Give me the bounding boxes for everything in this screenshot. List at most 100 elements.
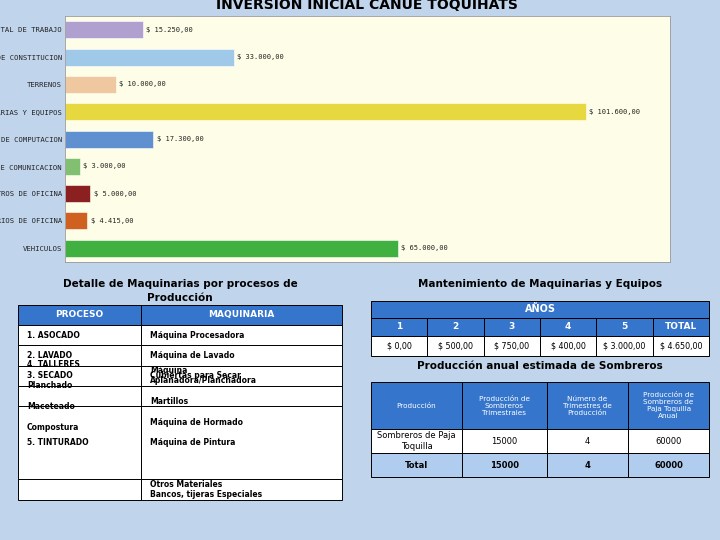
Text: $ 15.250,00: $ 15.250,00 xyxy=(146,27,193,33)
Text: Producción: Producción xyxy=(397,403,436,409)
Bar xyxy=(462,429,546,453)
Bar xyxy=(596,335,653,355)
Bar xyxy=(141,480,342,500)
Text: Máquina de Lavado: Máquina de Lavado xyxy=(150,351,235,360)
Bar xyxy=(484,335,540,355)
Bar xyxy=(18,480,141,500)
Bar xyxy=(546,453,628,477)
Text: $ 400,00: $ 400,00 xyxy=(551,341,585,350)
Text: 4: 4 xyxy=(585,437,590,445)
Bar xyxy=(18,406,141,480)
Bar xyxy=(65,158,80,175)
Text: Producción: Producción xyxy=(147,293,213,303)
Text: 4: 4 xyxy=(585,461,590,470)
Bar xyxy=(628,453,709,477)
Text: $ 4.650,00: $ 4.650,00 xyxy=(660,341,702,350)
Text: Máquina Procesadora: Máquina Procesadora xyxy=(150,330,245,340)
Bar xyxy=(141,386,342,406)
Bar xyxy=(65,22,143,38)
Bar xyxy=(18,325,141,346)
Text: Otros Materiales
Bancos, tijeras Especiales: Otros Materiales Bancos, tijeras Especia… xyxy=(150,480,262,500)
Bar xyxy=(628,382,709,429)
Bar xyxy=(484,318,540,335)
Bar xyxy=(371,429,462,453)
Bar xyxy=(65,185,91,202)
Bar xyxy=(141,406,342,480)
Bar xyxy=(65,49,234,66)
Bar xyxy=(65,131,153,147)
Text: $ 0,00: $ 0,00 xyxy=(387,341,411,350)
Text: 2: 2 xyxy=(452,322,459,332)
Title: INVERSION INICIAL CANUE TOQUIHATS: INVERSION INICIAL CANUE TOQUIHATS xyxy=(216,0,518,12)
Text: 4: 4 xyxy=(565,322,572,332)
Text: 60000: 60000 xyxy=(654,461,683,470)
Text: Producción de
Sombreros de
Paja Toquilla
Anual: Producción de Sombreros de Paja Toquilla… xyxy=(643,392,694,419)
Text: $ 33.000,00: $ 33.000,00 xyxy=(237,54,284,60)
Text: Total: Total xyxy=(405,461,428,470)
Text: PROCESO: PROCESO xyxy=(55,310,104,320)
Bar xyxy=(546,382,628,429)
Bar xyxy=(427,318,484,335)
Bar xyxy=(371,318,427,335)
Text: $ 4.415,00: $ 4.415,00 xyxy=(91,218,133,224)
Text: 1: 1 xyxy=(396,322,402,332)
Text: $ 750,00: $ 750,00 xyxy=(494,341,529,350)
Text: 15000: 15000 xyxy=(490,461,519,470)
Text: MAQUINARIA: MAQUINARIA xyxy=(208,310,275,320)
Bar xyxy=(462,382,546,429)
Bar xyxy=(65,212,87,230)
Text: $ 10.000,00: $ 10.000,00 xyxy=(119,82,166,87)
Bar xyxy=(371,301,709,318)
Text: Mantenimiento de Maquinarias y Equipos: Mantenimiento de Maquinarias y Equipos xyxy=(418,279,662,289)
Text: $ 500,00: $ 500,00 xyxy=(438,341,473,350)
Bar xyxy=(18,305,141,325)
Text: 60000: 60000 xyxy=(655,437,682,445)
Text: Producción de
Sombreros
Trimestrales: Producción de Sombreros Trimestrales xyxy=(479,396,530,416)
Text: Máquina
Aplanadora/Planchadora

Martillos

Máquina de Hormado: Máquina Aplanadora/Planchadora Martillos… xyxy=(150,366,257,427)
Text: $ 101.600,00: $ 101.600,00 xyxy=(589,109,639,115)
Text: 4. TALLERES

Planchado

Maceteado

Compostura: 4. TALLERES Planchado Maceteado Compostu… xyxy=(27,360,80,432)
Bar xyxy=(540,318,596,335)
Text: Sombreros de Paja
Toquilla: Sombreros de Paja Toquilla xyxy=(377,431,456,451)
Text: 1. ASOCADO: 1. ASOCADO xyxy=(27,330,80,340)
Text: 15000: 15000 xyxy=(491,437,518,445)
Text: $ 5.000,00: $ 5.000,00 xyxy=(94,191,136,197)
Bar xyxy=(65,240,398,256)
Bar xyxy=(371,453,462,477)
Bar xyxy=(141,366,342,386)
Text: Producción anual estimada de Sombreros: Producción anual estimada de Sombreros xyxy=(417,361,663,371)
Bar xyxy=(65,76,116,93)
Text: Máquina de Pintura: Máquina de Pintura xyxy=(150,438,235,447)
Bar xyxy=(141,346,342,366)
Text: Detalle de Maquinarias por procesos de: Detalle de Maquinarias por procesos de xyxy=(63,279,297,289)
Bar xyxy=(18,366,141,386)
Bar xyxy=(141,305,342,325)
Bar xyxy=(596,318,653,335)
Bar xyxy=(462,453,546,477)
Bar xyxy=(653,335,709,355)
Text: TOTAL: TOTAL xyxy=(665,322,697,332)
Text: $ 3.000,00: $ 3.000,00 xyxy=(603,341,646,350)
Text: Número de
Trimestres de
Producción: Número de Trimestres de Producción xyxy=(563,396,612,416)
Text: Cubiertas para Secar: Cubiertas para Secar xyxy=(150,372,241,380)
Bar xyxy=(628,429,709,453)
Bar xyxy=(371,382,462,429)
Bar xyxy=(141,325,342,346)
Text: 3. SECADO: 3. SECADO xyxy=(27,372,73,380)
Bar xyxy=(540,335,596,355)
Bar xyxy=(18,346,141,366)
Bar xyxy=(65,103,585,120)
Text: 3: 3 xyxy=(508,322,515,332)
Bar xyxy=(371,335,427,355)
Bar xyxy=(653,318,709,335)
Text: AÑOS: AÑOS xyxy=(524,305,556,314)
Bar xyxy=(546,429,628,453)
Text: $ 65.000,00: $ 65.000,00 xyxy=(401,245,448,251)
Text: 5: 5 xyxy=(621,322,628,332)
Bar xyxy=(427,335,484,355)
Text: 2. LAVADO: 2. LAVADO xyxy=(27,351,72,360)
Text: $ 3.000,00: $ 3.000,00 xyxy=(84,163,126,170)
Bar xyxy=(18,386,141,406)
Text: 5. TINTURADO: 5. TINTURADO xyxy=(27,438,89,447)
Text: $ 17.300,00: $ 17.300,00 xyxy=(156,136,203,142)
